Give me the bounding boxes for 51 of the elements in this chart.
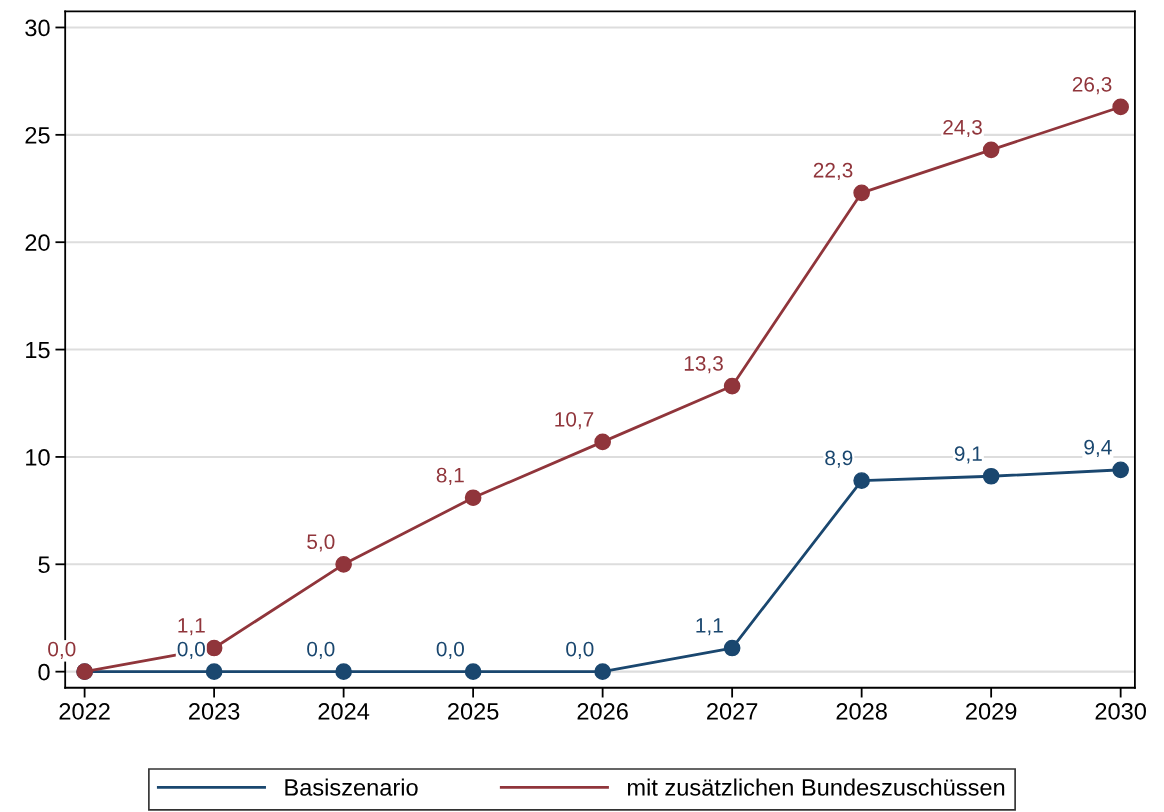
data-label: 24,3 (943, 119, 982, 138)
data-label: 9,1 (954, 446, 982, 464)
x-tick-label: 2023 (189, 702, 240, 720)
legend-label: Basiszenario (285, 778, 418, 796)
y-tick-label: 30 (25, 19, 50, 37)
point (594, 663, 611, 680)
point (982, 467, 1000, 485)
data-label: 0,0 (48, 641, 76, 659)
data-label: 5,0 (307, 534, 335, 552)
legend-label: mit zusätzlichen Bundeszuschüssen (627, 778, 1005, 796)
point (853, 472, 870, 489)
point (723, 639, 741, 657)
data-label: 0,0 (436, 641, 464, 659)
point (723, 377, 741, 395)
y-tick-label: 20 (25, 234, 50, 251)
data-label: 0,0 (177, 641, 205, 659)
point (853, 184, 870, 202)
point (594, 433, 611, 451)
data-label: 0,0 (307, 641, 335, 659)
point (464, 489, 482, 507)
x-tick-label: 2029 (966, 702, 1017, 720)
data-label: 9,4 (1084, 439, 1112, 458)
point (1112, 461, 1129, 479)
x-tick-label: 2025 (448, 702, 499, 720)
data-label: 26,3 (1072, 76, 1112, 95)
point (205, 663, 223, 680)
data-label: 8,1 (436, 467, 464, 485)
point (335, 663, 352, 680)
data-label: 0,0 (566, 641, 594, 659)
data-label: 1,1 (178, 618, 205, 636)
y-tick-label: 25 (25, 126, 50, 144)
data-label: 8,9 (825, 450, 853, 468)
data-label: 22,3 (813, 162, 853, 181)
x-tick-label: 2030 (1095, 702, 1146, 720)
x-tick-label: 2028 (836, 702, 887, 720)
x-tick-label: 2026 (577, 702, 628, 720)
point (1112, 98, 1129, 116)
x-tick-label: 2027 (707, 702, 758, 720)
y-tick-label: 5 (38, 556, 50, 574)
point (464, 663, 482, 680)
data-label: 10,7 (555, 411, 594, 430)
data-label: 1,1 (696, 618, 723, 636)
x-tick-label: 2022 (59, 702, 110, 720)
point (982, 141, 1000, 159)
point (335, 555, 352, 573)
y-tick-label: 10 (26, 449, 50, 466)
point (205, 639, 223, 657)
x-tick-label: 2024 (318, 702, 370, 720)
data-label: 13,3 (684, 356, 723, 374)
y-tick-label: 15 (26, 341, 50, 359)
y-tick-label: 0 (38, 663, 50, 681)
